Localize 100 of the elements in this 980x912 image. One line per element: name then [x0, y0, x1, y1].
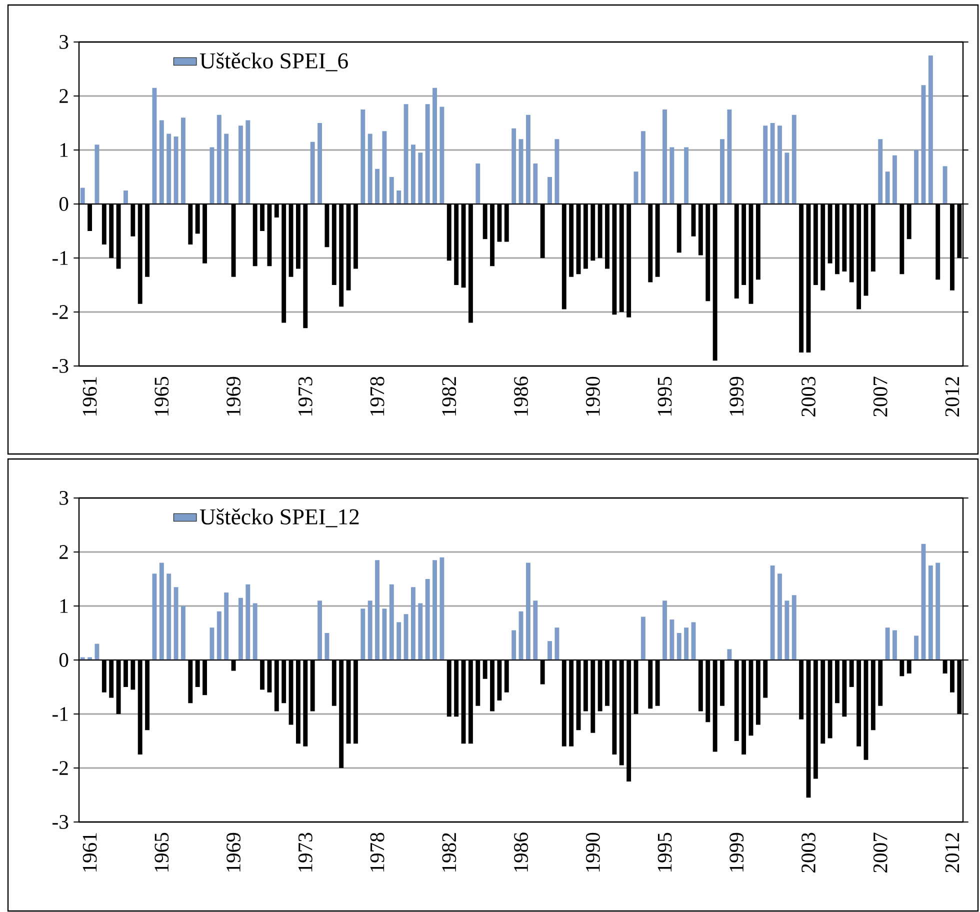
y-tick-label: 1: [60, 143, 68, 157]
legend-label: Uštěcko SPEI_6: [200, 52, 348, 72]
bar: [324, 632, 330, 660]
bar: [778, 574, 782, 660]
bar: [526, 114, 530, 204]
bar: [432, 88, 437, 204]
bar: [914, 150, 919, 204]
bar: [440, 557, 444, 660]
bar: [778, 126, 782, 204]
y-tick-label: -2: [52, 305, 68, 319]
bar: [94, 644, 100, 660]
bar: [375, 560, 380, 660]
y-tick-label: 1: [60, 599, 68, 613]
x-tick-label: 1982: [442, 833, 456, 872]
bar: [892, 630, 897, 660]
bar: [389, 176, 394, 204]
bar: [174, 136, 178, 204]
bar: [554, 139, 560, 204]
x-tick-label: 1999: [730, 376, 744, 416]
bar: [418, 603, 423, 660]
bar: [166, 574, 172, 660]
bar: [763, 126, 768, 204]
bar: [94, 144, 100, 204]
bar: [936, 562, 940, 660]
bar: [210, 628, 214, 660]
bar: [432, 560, 437, 660]
bar: [670, 147, 674, 204]
x-tick-label: 1973: [298, 376, 312, 416]
bar: [360, 109, 366, 204]
bar: [396, 190, 402, 204]
bar: [224, 592, 229, 660]
bar: [640, 616, 646, 660]
bar: [554, 628, 560, 660]
x-tick-label: 1965: [154, 376, 169, 416]
y-tick-label: -1: [52, 707, 68, 721]
bar: [425, 578, 430, 660]
bar: [784, 152, 790, 204]
x-tick-label: 2012: [945, 377, 960, 416]
bar: [425, 104, 430, 204]
legend-label: Uštěcko SPEI_12: [200, 508, 359, 528]
x-tick-label: 1978: [370, 832, 384, 872]
bar: [526, 562, 530, 660]
bar: [410, 587, 416, 660]
bar: [914, 636, 919, 660]
bar: [360, 608, 366, 660]
x-tick-label: 2003: [802, 376, 816, 416]
bar: [224, 134, 229, 204]
bar: [548, 176, 552, 204]
x-tick-label: 1990: [586, 832, 600, 872]
bar: [310, 142, 315, 204]
bar: [180, 606, 186, 660]
bar: [410, 144, 416, 204]
x-tick-label: 1961: [82, 833, 97, 872]
bar: [418, 152, 423, 204]
y-tick-label: -2: [52, 761, 68, 775]
y-tick-label: 0: [59, 197, 68, 211]
bar: [512, 128, 516, 204]
bar: [375, 168, 380, 204]
x-tick-label: 1995: [658, 832, 672, 872]
bar: [152, 88, 157, 204]
bar: [684, 628, 689, 660]
bar: [921, 85, 926, 204]
bar: [252, 603, 258, 660]
bar: [670, 619, 674, 660]
bar: [389, 584, 394, 660]
bar: [676, 632, 682, 660]
bar: [318, 600, 322, 660]
bar: [80, 188, 85, 204]
x-tick-label: 1982: [442, 377, 456, 416]
bar: [720, 139, 724, 204]
bar: [238, 598, 243, 660]
x-tick-label: 1986: [514, 832, 528, 872]
bar: [382, 608, 387, 660]
bar: [684, 147, 689, 204]
bar: [727, 649, 732, 660]
bar: [123, 190, 128, 204]
bar: [885, 628, 890, 660]
bar: [640, 131, 646, 204]
x-tick-label: 2003: [802, 832, 816, 872]
y-tick-label: -3: [52, 815, 68, 829]
bar: [533, 163, 538, 204]
y-tick-label: 2: [60, 89, 68, 103]
x-tick-label: 1969: [226, 376, 240, 416]
bar: [476, 163, 480, 204]
bar: [166, 134, 172, 204]
bar: [928, 55, 933, 204]
bar: [770, 565, 775, 660]
bar: [792, 595, 796, 660]
y-tick-label: -1: [52, 251, 68, 265]
bar: [382, 131, 387, 204]
x-tick-label: 1965: [154, 832, 169, 872]
bar: [159, 120, 164, 204]
x-tick-label: 1969: [226, 832, 240, 872]
bar: [246, 120, 250, 204]
bar: [210, 147, 214, 204]
x-tick-label: 1990: [586, 376, 600, 416]
x-tick-label: 1973: [298, 832, 312, 872]
bar: [662, 600, 667, 660]
bar: [792, 114, 796, 204]
x-tick-label: 1999: [730, 832, 744, 872]
